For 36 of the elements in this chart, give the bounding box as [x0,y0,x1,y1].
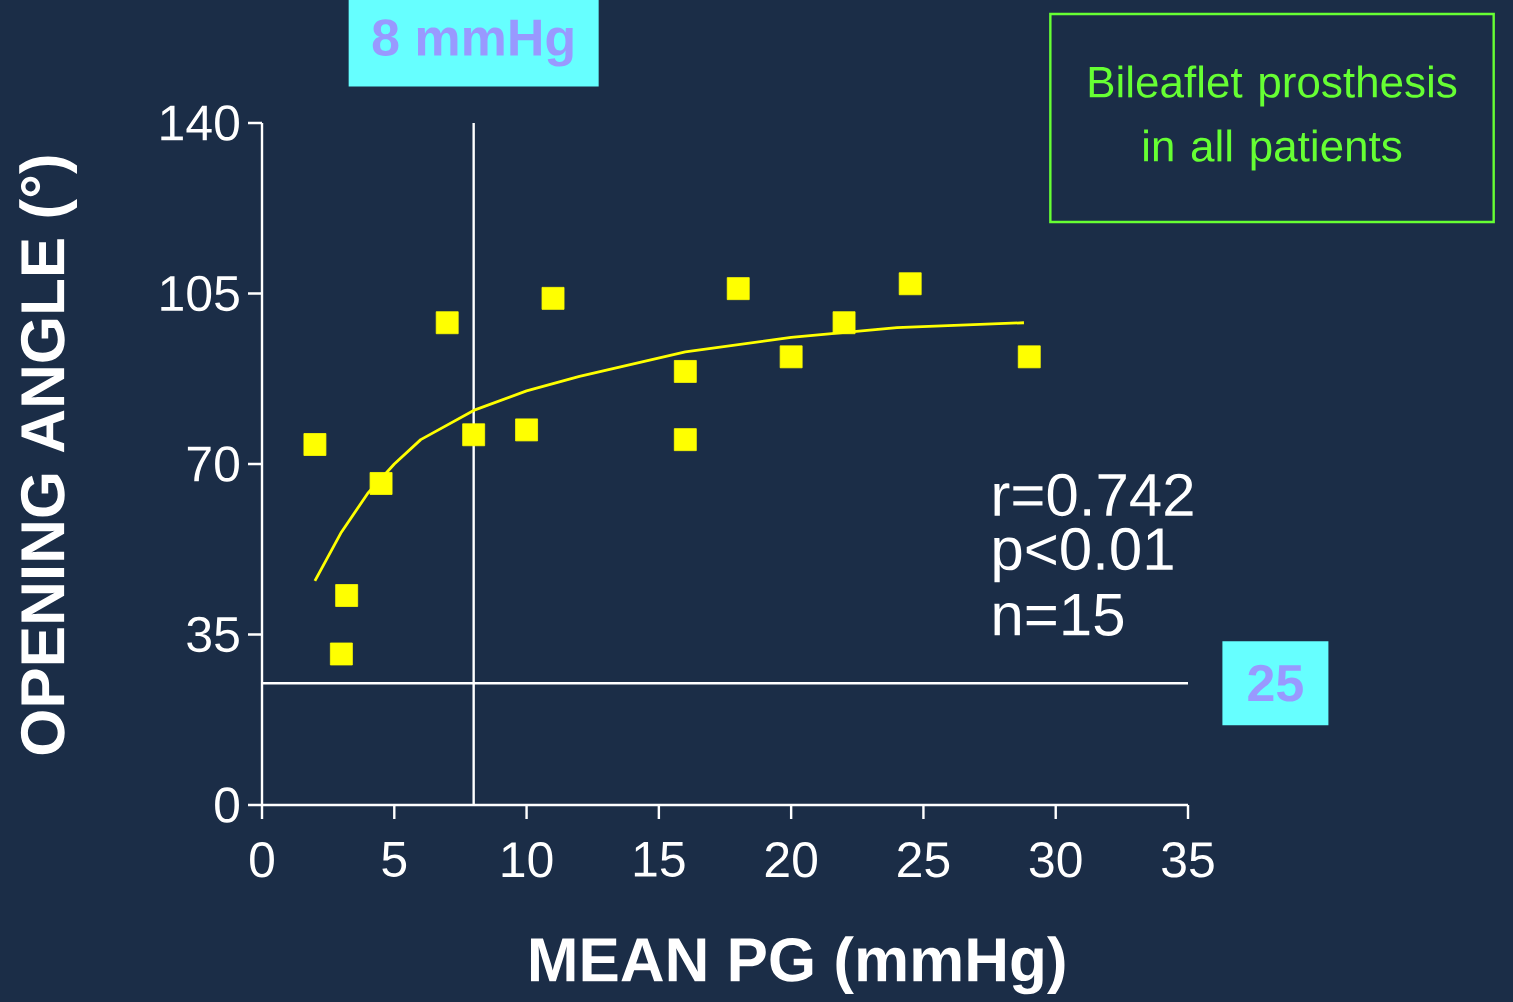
x-tick-label: 5 [382,842,407,877]
annotation: p<0.01 [994,527,1173,583]
annotation: r=0.742 [994,473,1193,517]
x-tick-label: 10 [502,842,553,878]
annotation: Bileaflet prosthesis in all patients [1089,65,1457,171]
point [462,423,486,447]
point [435,311,459,335]
x-tick-label: 15 [634,842,685,877]
point [673,428,697,452]
point [726,277,750,301]
point [369,472,393,495]
y-tick-label: 35 [187,616,239,653]
point [515,418,538,442]
x-tick-label: 0 [250,842,274,878]
x-tick-label: 30 [1029,842,1082,878]
point [303,433,327,456]
y-tick-label: 70 [187,446,239,482]
point [329,642,353,666]
point [335,584,359,607]
y-axis-title: OPENING ANGLE (°) [19,156,77,755]
point [898,272,922,296]
point [779,345,803,369]
point [673,360,697,383]
point [541,286,565,310]
x-tick-label: 25 [898,842,950,878]
point [1017,345,1041,369]
y-tick-label: 0 [215,787,239,823]
y-tick-label: 105 [161,275,239,312]
annotation: n=15 [994,594,1124,636]
x-tick-label: 20 [765,842,817,878]
point [832,311,856,335]
x-tick-label: 35 [1162,842,1214,878]
ref-line-label: 8 mmHg [372,19,573,67]
x-axis-title: MEAN PG (mmHg) [530,936,1065,995]
ref-line-label: 25 [1248,664,1303,702]
y-tick-label: 140 [161,105,239,141]
